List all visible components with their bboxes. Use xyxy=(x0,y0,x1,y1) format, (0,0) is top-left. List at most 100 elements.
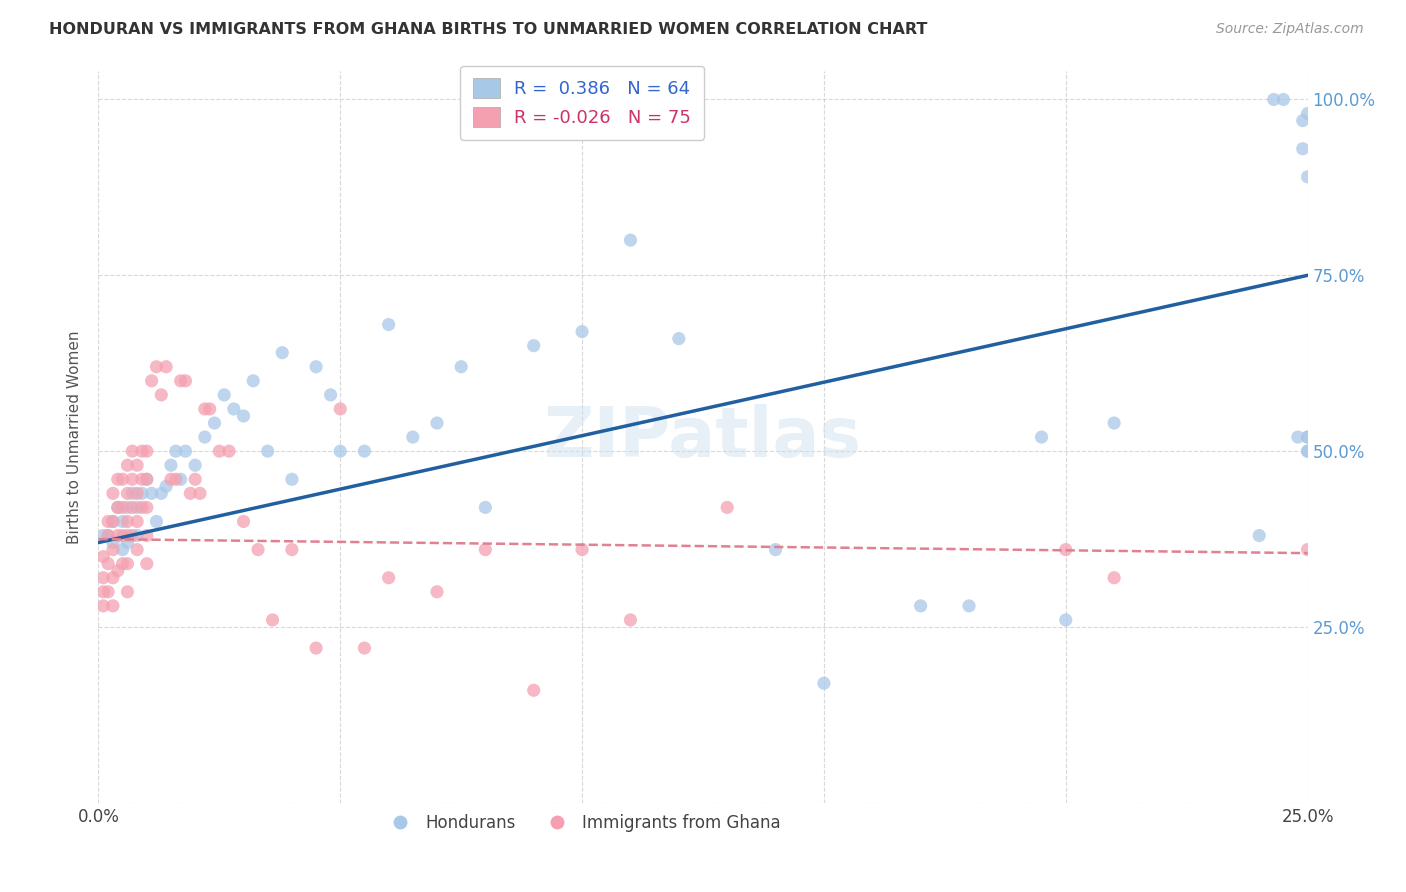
Point xyxy=(107,500,129,515)
Point xyxy=(111,515,134,529)
Point xyxy=(101,515,124,529)
Point xyxy=(101,599,124,613)
Point xyxy=(169,374,191,388)
Point xyxy=(145,515,167,529)
Point xyxy=(184,472,207,486)
Point xyxy=(218,444,240,458)
Point xyxy=(101,571,124,585)
Point xyxy=(813,676,835,690)
Point xyxy=(150,388,173,402)
Point xyxy=(247,542,270,557)
Point xyxy=(101,515,124,529)
Point xyxy=(1296,106,1319,120)
Point xyxy=(135,557,157,571)
Point xyxy=(1249,528,1271,542)
Point xyxy=(131,472,153,486)
Point xyxy=(668,332,690,346)
Point xyxy=(232,409,254,423)
Point xyxy=(1102,571,1125,585)
Point xyxy=(131,500,153,515)
Point xyxy=(179,486,201,500)
Point xyxy=(329,444,352,458)
Point xyxy=(131,444,153,458)
Point xyxy=(1296,169,1319,184)
Point xyxy=(184,458,207,473)
Point xyxy=(1272,93,1295,107)
Point xyxy=(127,528,149,542)
Point xyxy=(107,500,129,515)
Point xyxy=(194,401,217,416)
Point xyxy=(474,542,496,557)
Point xyxy=(716,500,738,515)
Point xyxy=(169,472,191,486)
Point xyxy=(107,472,129,486)
Point xyxy=(101,542,124,557)
Point xyxy=(97,528,120,542)
Y-axis label: Births to Unmarried Women: Births to Unmarried Women xyxy=(67,330,83,544)
Point xyxy=(194,430,217,444)
Point xyxy=(619,233,641,247)
Point xyxy=(1292,113,1315,128)
Point xyxy=(117,486,139,500)
Point xyxy=(127,458,149,473)
Point xyxy=(1296,430,1319,444)
Point xyxy=(155,359,177,374)
Legend: Hondurans, Immigrants from Ghana: Hondurans, Immigrants from Ghana xyxy=(377,807,787,838)
Point xyxy=(402,430,425,444)
Point xyxy=(281,542,304,557)
Point xyxy=(127,486,149,500)
Point xyxy=(165,472,187,486)
Point xyxy=(765,542,787,557)
Point xyxy=(242,374,264,388)
Point xyxy=(111,557,134,571)
Point xyxy=(160,472,183,486)
Point xyxy=(160,458,183,473)
Point xyxy=(523,683,546,698)
Point xyxy=(305,641,328,656)
Text: ZIPatlas: ZIPatlas xyxy=(544,403,862,471)
Point xyxy=(117,535,139,549)
Point xyxy=(523,339,546,353)
Point xyxy=(957,599,980,613)
Point xyxy=(117,515,139,529)
Point xyxy=(165,444,187,458)
Point xyxy=(145,359,167,374)
Point xyxy=(135,472,157,486)
Point xyxy=(198,401,221,416)
Point xyxy=(281,472,304,486)
Point xyxy=(174,374,197,388)
Point xyxy=(262,613,284,627)
Point xyxy=(450,359,472,374)
Point xyxy=(1054,542,1077,557)
Point xyxy=(222,401,245,416)
Point xyxy=(1296,430,1319,444)
Point xyxy=(121,486,143,500)
Point xyxy=(353,641,375,656)
Point xyxy=(353,444,375,458)
Point xyxy=(97,515,120,529)
Point xyxy=(1296,542,1319,557)
Point xyxy=(97,557,120,571)
Text: HONDURAN VS IMMIGRANTS FROM GHANA BIRTHS TO UNMARRIED WOMEN CORRELATION CHART: HONDURAN VS IMMIGRANTS FROM GHANA BIRTHS… xyxy=(49,22,928,37)
Point xyxy=(135,500,157,515)
Point xyxy=(150,486,173,500)
Point xyxy=(97,584,120,599)
Point xyxy=(111,528,134,542)
Point xyxy=(91,528,114,542)
Point xyxy=(141,374,163,388)
Point xyxy=(1263,93,1285,107)
Point xyxy=(135,528,157,542)
Point xyxy=(208,444,231,458)
Point xyxy=(1102,416,1125,430)
Point xyxy=(121,500,143,515)
Point xyxy=(141,486,163,500)
Point xyxy=(121,472,143,486)
Point xyxy=(1296,444,1319,458)
Point xyxy=(111,472,134,486)
Point xyxy=(117,557,139,571)
Point xyxy=(256,444,278,458)
Point xyxy=(212,388,235,402)
Point xyxy=(107,528,129,542)
Point xyxy=(329,401,352,416)
Point xyxy=(571,325,593,339)
